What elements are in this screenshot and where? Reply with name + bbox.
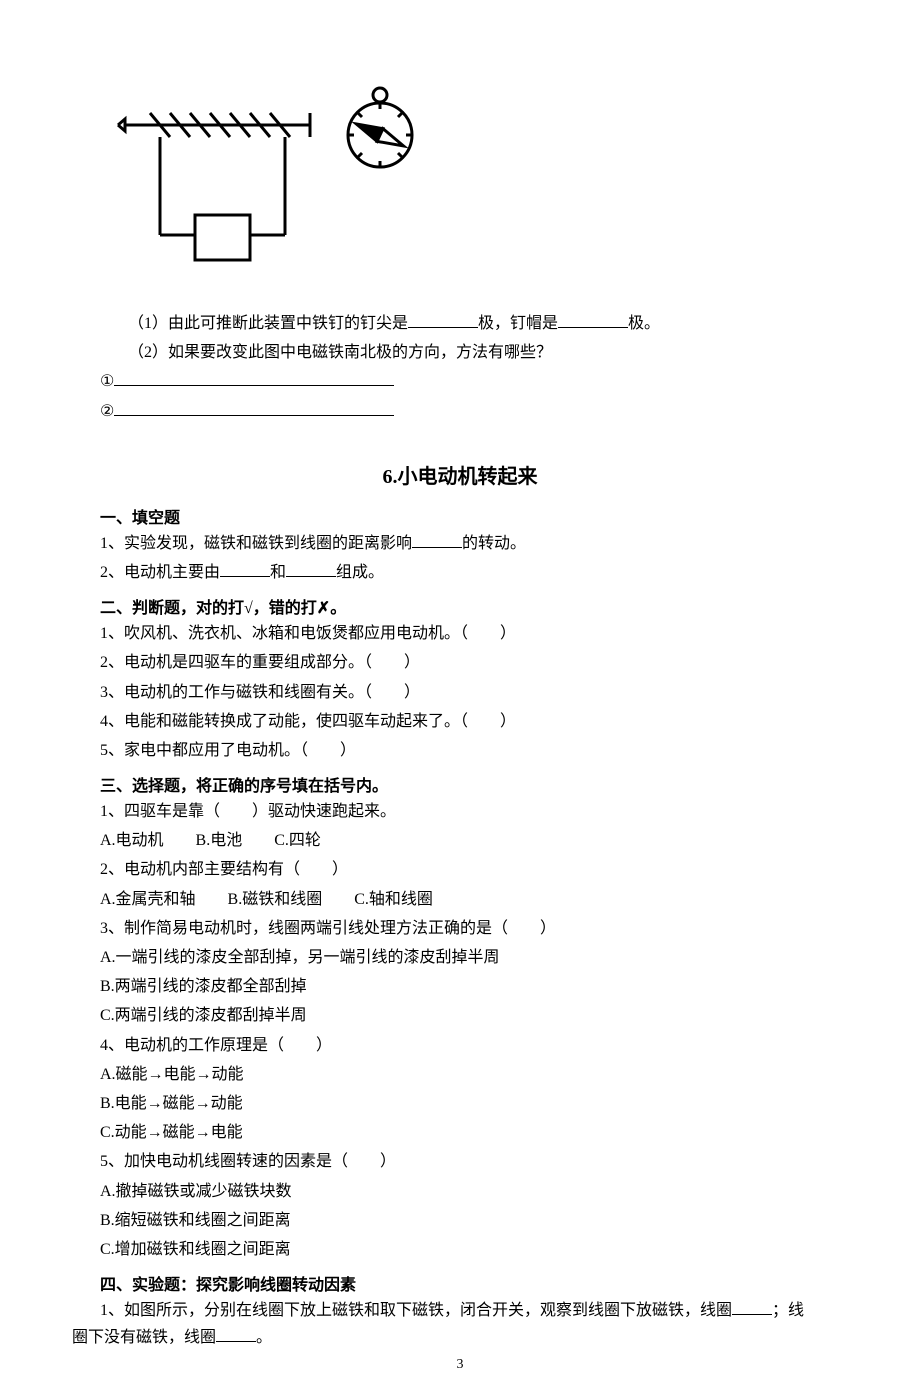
section-title: 6.小电动机转起来 <box>100 460 820 489</box>
s4-q1-blank2[interactable] <box>216 1326 256 1342</box>
s1-heading: 一、填空题 <box>100 504 820 528</box>
s2-q1: 1、吹风机、洗衣机、冰箱和电饭煲都应用电动机。（ ） <box>100 620 820 647</box>
s3-q4: 4、电动机的工作原理是（ ） <box>100 1032 820 1059</box>
s2-heading: 二、判断题，对的打√，错的打✗。 <box>100 594 820 618</box>
s1-q2-mid: 和 <box>270 564 286 581</box>
s3-q3-optC: C.两端引线的漆皮都刮掉半周 <box>100 1002 820 1029</box>
top-q1: （1）由此可推断此装置中铁钉的钉尖是 极，钉帽是 极。 <box>128 310 820 337</box>
s3-q5-optC: C.增加磁铁和线圈之间距离 <box>100 1236 820 1263</box>
s3-q4-optB: B.电能→磁能→动能 <box>100 1090 820 1117</box>
s4-heading: 四、实验题：探究影响线圈转动因素 <box>100 1271 820 1295</box>
s1-q2: 2、电动机主要由 和 组成。 <box>100 559 820 586</box>
s4-q1-blank1[interactable] <box>732 1299 772 1315</box>
s4-q1-post: 。 <box>256 1329 272 1346</box>
blank-tip-pole[interactable] <box>408 312 478 328</box>
blank-method1[interactable] <box>114 370 394 386</box>
s1-q2-pre: 2、电动机主要由 <box>100 564 220 581</box>
s3-q5: 5、加快电动机线圈转速的因素是（ ） <box>100 1148 820 1175</box>
s3-q1-opts: A.电动机 B.电池 C.四轮 <box>100 827 820 854</box>
s2-q5: 5、家电中都应用了电动机。（ ） <box>100 737 820 764</box>
s3-q5-optB: B.缩短磁铁和线圈之间距离 <box>100 1207 820 1234</box>
top-method1: ① <box>100 368 820 395</box>
s3-q3: 3、制作简易电动机时，线圈两端引线处理方法正确的是（ ） <box>100 915 820 942</box>
s4-q1: 1、如图所示，分别在线圈下放上磁铁和取下磁铁，闭合开关，观察到线圈下放磁铁，线圈… <box>72 1297 820 1351</box>
s1-q1: 1、实验发现，磁铁和磁铁到线圈的距离影响 的转动。 <box>100 530 820 557</box>
s3-heading: 三、选择题，将正确的序号填在括号内。 <box>100 772 820 796</box>
s3-q2: 2、电动机内部主要结构有（ ） <box>100 856 820 883</box>
s2-q3: 3、电动机的工作与磁铁和线圈有关。（ ） <box>100 679 820 706</box>
blank-head-pole[interactable] <box>558 312 628 328</box>
s3-q3-optB: B.两端引线的漆皮都全部刮掉 <box>100 973 820 1000</box>
s1-q2-blank1[interactable] <box>220 561 270 577</box>
s3-q5-optA: A.撤掉磁铁或减少磁铁块数 <box>100 1178 820 1205</box>
page-number: 3 <box>0 1357 920 1373</box>
s1-q1-post: 的转动。 <box>462 535 526 552</box>
circuit-svg <box>110 80 430 280</box>
s3-q2-opts: A.金属壳和轴 B.磁铁和线圈 C.轴和线圈 <box>100 886 820 913</box>
s2-q4: 4、电能和磁能转换成了动能，使四驱车动起来了。（ ） <box>100 708 820 735</box>
top-q1-post: 极。 <box>628 315 660 332</box>
circ1-label: ① <box>100 373 114 390</box>
s3-q4-optC: C.动能→磁能→电能 <box>100 1119 820 1146</box>
s3-q4-optA: A.磁能→电能→动能 <box>100 1061 820 1088</box>
blank-method2[interactable] <box>114 400 394 416</box>
s1-q2-post: 组成。 <box>336 564 384 581</box>
s1-q1-pre: 1、实验发现，磁铁和磁铁到线圈的距离影响 <box>100 535 412 552</box>
s1-q2-blank2[interactable] <box>286 561 336 577</box>
s1-q1-blank[interactable] <box>412 532 462 548</box>
s3-q3-optA: A.一端引线的漆皮全部刮掉，另一端引线的漆皮刮掉半周 <box>100 944 820 971</box>
s2-q2: 2、电动机是四驱车的重要组成部分。（ ） <box>100 649 820 676</box>
electromagnet-diagram <box>110 80 820 285</box>
top-method2: ② <box>100 398 820 425</box>
s3-q1: 1、四驱车是靠（ ）驱动快速跑起来。 <box>100 798 820 825</box>
top-q1-mid: 极，钉帽是 <box>478 315 558 332</box>
circ2-label: ② <box>100 403 114 420</box>
top-q2: （2）如果要改变此图中电磁铁南北极的方向，方法有哪些？ <box>128 339 820 366</box>
top-q1-pre: （1）由此可推断此装置中铁钉的钉尖是 <box>128 315 408 332</box>
s4-q1-pre: 1、如图所示，分别在线圈下放上磁铁和取下磁铁，闭合开关，观察到线圈下放磁铁，线圈 <box>100 1302 732 1319</box>
